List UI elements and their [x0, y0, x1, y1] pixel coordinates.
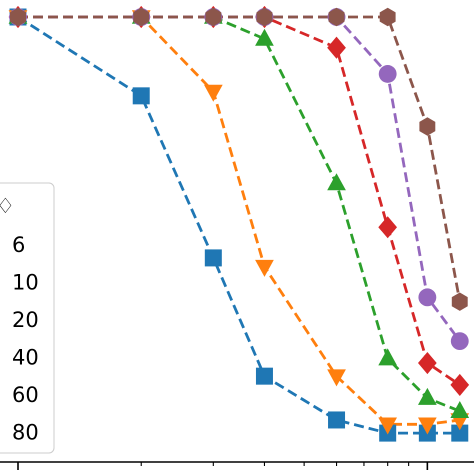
legend-box [0, 182, 55, 454]
data-point [10, 7, 26, 27]
data-point [204, 84, 223, 102]
legend-label-40: 40 [12, 346, 39, 370]
data-point [418, 387, 437, 405]
data-point [378, 65, 397, 83]
legend-items: 6 10 20 40 60 80 [12, 233, 39, 445]
series-line-10 [18, 15, 460, 426]
data-point [378, 216, 397, 239]
data-point [327, 369, 346, 387]
x-axis-ticks [17, 462, 429, 470]
data-point [451, 292, 468, 311]
legend-label-20: 20 [12, 308, 39, 332]
data-point [379, 7, 396, 27]
data-point [450, 401, 470, 418]
data-point [419, 117, 436, 136]
data-point [418, 288, 437, 307]
legend-label-60: 60 [12, 383, 39, 407]
legend-label-80: 80 [12, 421, 39, 445]
data-point [133, 7, 150, 27]
data-point [204, 249, 222, 267]
data-point [327, 36, 346, 59]
data-point [255, 259, 274, 277]
data-point [451, 424, 469, 442]
data-point [255, 28, 274, 46]
data-point [378, 348, 397, 366]
series-line-80 [18, 15, 462, 302]
legend-label-10: 10 [12, 271, 39, 295]
series-80 [18, 15, 462, 302]
data-point [255, 367, 273, 385]
data-point [327, 173, 346, 191]
data-point [256, 7, 273, 27]
data-point [328, 411, 346, 429]
series-layer [8, 5, 470, 442]
legend: ♢ 6 10 20 40 60 80 [0, 182, 55, 454]
data-point [132, 87, 150, 105]
legend-title: ♢ [0, 194, 15, 218]
data-point [450, 332, 469, 351]
data-point [205, 7, 222, 27]
data-point [418, 417, 437, 435]
series-markers-80 [10, 7, 468, 311]
legend-label-6: 6 [12, 233, 25, 257]
data-point [328, 7, 345, 27]
data-point [418, 352, 437, 375]
data-point [378, 417, 397, 435]
series-10 [18, 15, 460, 426]
data-point [450, 373, 470, 396]
